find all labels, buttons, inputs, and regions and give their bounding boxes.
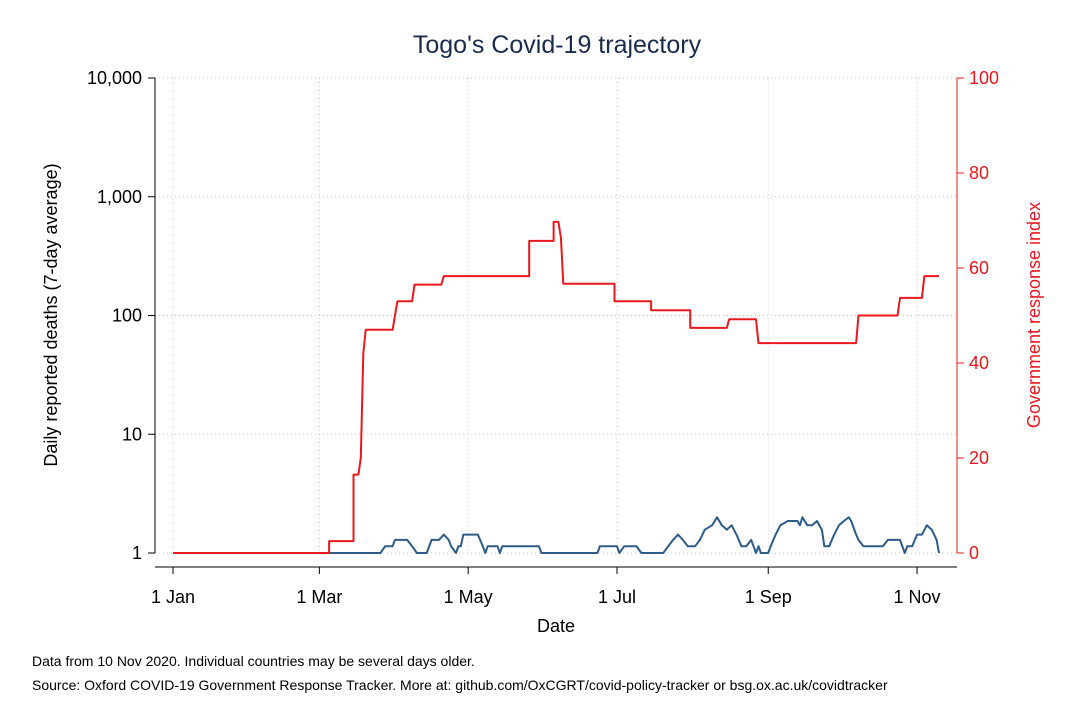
right-axis-ticks: 0 20 40 60 80 100 <box>957 68 999 563</box>
left-tick-label: 1 <box>132 543 142 563</box>
x-tick-label: 1 Mar <box>296 587 342 607</box>
footnote-source: Source: Oxford COVID-19 Government Respo… <box>32 677 888 693</box>
left-axis-ticks: 1 10 100 1,000 10,000 <box>87 68 155 563</box>
right-axis-label: Government response index <box>1024 202 1044 428</box>
deaths-series-line <box>173 516 940 554</box>
right-tick-label: 60 <box>969 258 989 278</box>
left-tick-label: 1,000 <box>97 187 142 207</box>
x-tick-label: 1 Jan <box>151 587 195 607</box>
x-tick-label: 1 Nov <box>894 587 941 607</box>
series-lines <box>173 220 940 554</box>
footnote-data-date: Data from 10 Nov 2020. Individual countr… <box>32 653 475 669</box>
x-axis-ticks: 1 Jan 1 Mar 1 May 1 Jul 1 Sep 1 Nov <box>151 567 941 607</box>
x-tick-label: 1 Jul <box>598 587 636 607</box>
right-tick-label: 100 <box>969 68 999 88</box>
chart-title: Togo's Covid-19 trajectory <box>413 31 702 59</box>
gridlines <box>155 77 957 554</box>
response-index-series-line <box>173 220 939 554</box>
left-tick-label: 100 <box>112 306 142 326</box>
x-tick-label: 1 May <box>444 587 493 607</box>
right-tick-label: 40 <box>969 353 989 373</box>
x-tick-label: 1 Sep <box>745 587 792 607</box>
left-axis-label: Daily reported deaths (7-day average) <box>41 163 61 466</box>
x-axis-label: Date <box>537 616 575 636</box>
left-tick-label: 10 <box>122 424 142 444</box>
right-tick-label: 80 <box>969 163 989 183</box>
right-tick-label: 0 <box>969 543 979 563</box>
right-tick-label: 20 <box>969 448 989 468</box>
left-tick-label: 10,000 <box>87 68 142 88</box>
